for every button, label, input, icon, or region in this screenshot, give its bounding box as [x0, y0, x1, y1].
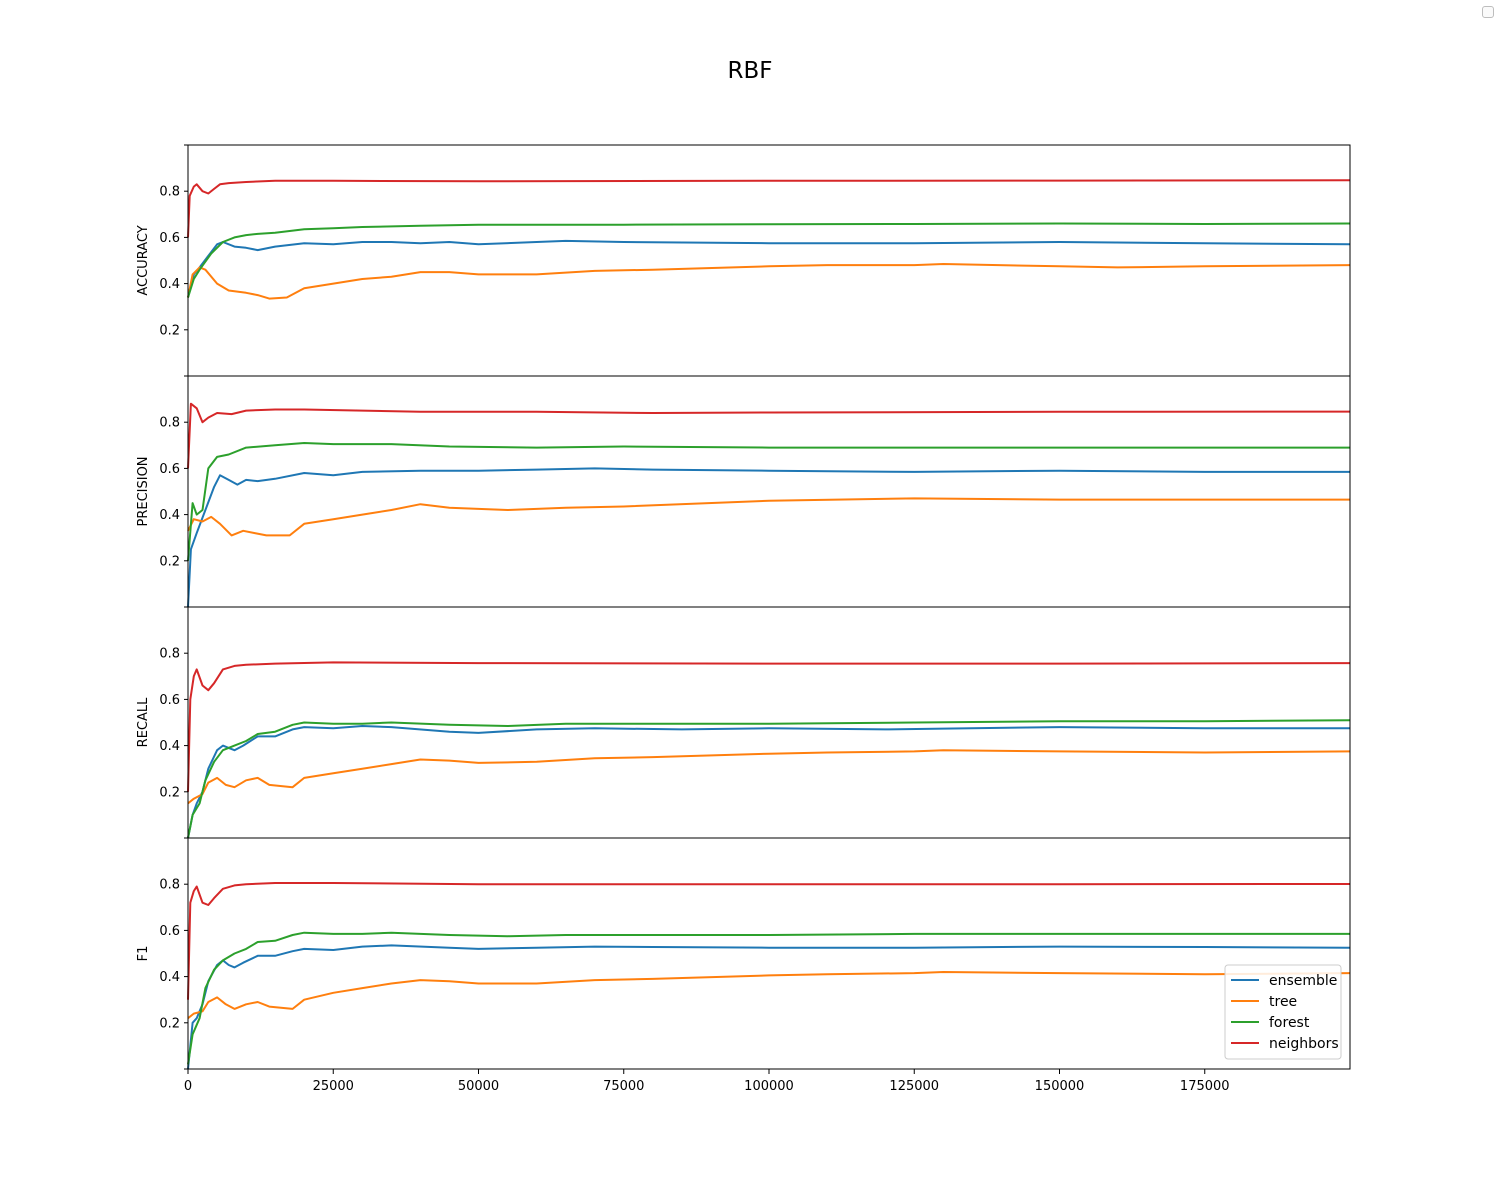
- panel-f1: 0.2 0.4 0.6 0.8 F1: [136, 837, 1351, 1070]
- x-tick-label: 50000: [458, 1079, 499, 1094]
- y-axis-label-recall: RECALL: [136, 697, 151, 747]
- y-tick-label-precision: 0.8: [159, 416, 180, 431]
- series-line-tree-f1: [187, 971, 1351, 1019]
- y-tick-label-accuracy: 0.4: [159, 277, 180, 292]
- x-tick-label: 0: [184, 1079, 192, 1094]
- panel-accuracy: 0.2 0.4 0.6 0.8 ACCURACY: [136, 144, 1351, 377]
- y-tick-label-f1: 0.8: [159, 878, 180, 893]
- y-tick-label-precision: 0.2: [159, 554, 180, 569]
- series-line-tree-precision: [187, 497, 1350, 537]
- y-axis-label-precision: PRECISION: [136, 456, 151, 526]
- series-line-neighbors-precision: [187, 402, 1351, 469]
- panels: 0.2 0.4 0.6 0.8 ACCURACY 0.2 0.4 0.6 0.8 PRECISIO…: [136, 144, 1351, 1094]
- legend: ensemble tree forest neighbors: [1224, 964, 1342, 1060]
- chart-title: RBF: [728, 58, 773, 84]
- y-tick-label-recall: 0.4: [159, 739, 180, 754]
- x-tick-label: 75000: [603, 1079, 644, 1094]
- panel-precision: 0.2 0.4 0.6 0.8 PRECISION: [136, 375, 1351, 608]
- x-tick-label: 175000: [1180, 1079, 1230, 1094]
- x-tick-label: 25000: [313, 1079, 354, 1094]
- legend-box: [1224, 964, 1342, 1060]
- y-tick-label-accuracy: 0.8: [159, 185, 180, 200]
- series-line-ensemble-f1: [187, 944, 1351, 1070]
- series-line-tree-accuracy: [187, 263, 1351, 300]
- series-line-tree-recall: [187, 749, 1351, 805]
- series-line-neighbors-recall: [187, 661, 1351, 792]
- panel-frame-f1: [187, 837, 1351, 1070]
- checkbox-icon[interactable]: [1482, 6, 1494, 18]
- y-tick-label-precision: 0.6: [159, 462, 180, 477]
- series-line-ensemble-accuracy: [187, 239, 1351, 298]
- series-line-forest-precision: [187, 442, 1350, 561]
- panel-frame-recall: [187, 606, 1351, 839]
- x-tick-label: 125000: [889, 1079, 939, 1094]
- y-tick-label-accuracy: 0.6: [159, 231, 180, 246]
- x-tick-label: 100000: [744, 1079, 794, 1094]
- y-tick-label-f1: 0.2: [159, 1016, 180, 1031]
- series-line-ensemble-precision: [187, 467, 1350, 608]
- series-line-forest-recall: [187, 719, 1351, 839]
- y-tick-label-f1: 0.6: [159, 924, 180, 939]
- y-axis-label-accuracy: ACCURACY: [136, 225, 151, 295]
- y-tick-label-recall: 0.2: [159, 785, 180, 800]
- series-line-neighbors-f1: [187, 882, 1351, 1000]
- series-line-forest-f1: [187, 931, 1350, 1065]
- series-line-neighbors-accuracy: [187, 179, 1351, 238]
- y-tick-label-precision: 0.4: [159, 508, 180, 523]
- x-tick-label: 150000: [1035, 1079, 1085, 1094]
- legend-label-forest: forest: [1269, 1015, 1310, 1031]
- series-line-ensemble-recall: [187, 725, 1350, 839]
- legend-label-ensemble: ensemble: [1269, 973, 1337, 989]
- series-line-forest-accuracy: [187, 222, 1351, 298]
- x-axis: 0 25000 50000 75000 100000 125000 150000 175000: [184, 1069, 1230, 1094]
- y-tick-label-recall: 0.8: [159, 647, 180, 662]
- y-axis-label-f1: F1: [136, 946, 151, 962]
- y-tick-label-f1: 0.4: [159, 970, 180, 985]
- y-tick-label-accuracy: 0.2: [159, 323, 180, 338]
- panel-recall: 0.2 0.4 0.6 0.8 RECALL: [136, 606, 1351, 839]
- legend-label-neighbors: neighbors: [1269, 1036, 1339, 1052]
- legend-label-tree: tree: [1269, 994, 1297, 1010]
- y-tick-label-recall: 0.6: [159, 693, 180, 708]
